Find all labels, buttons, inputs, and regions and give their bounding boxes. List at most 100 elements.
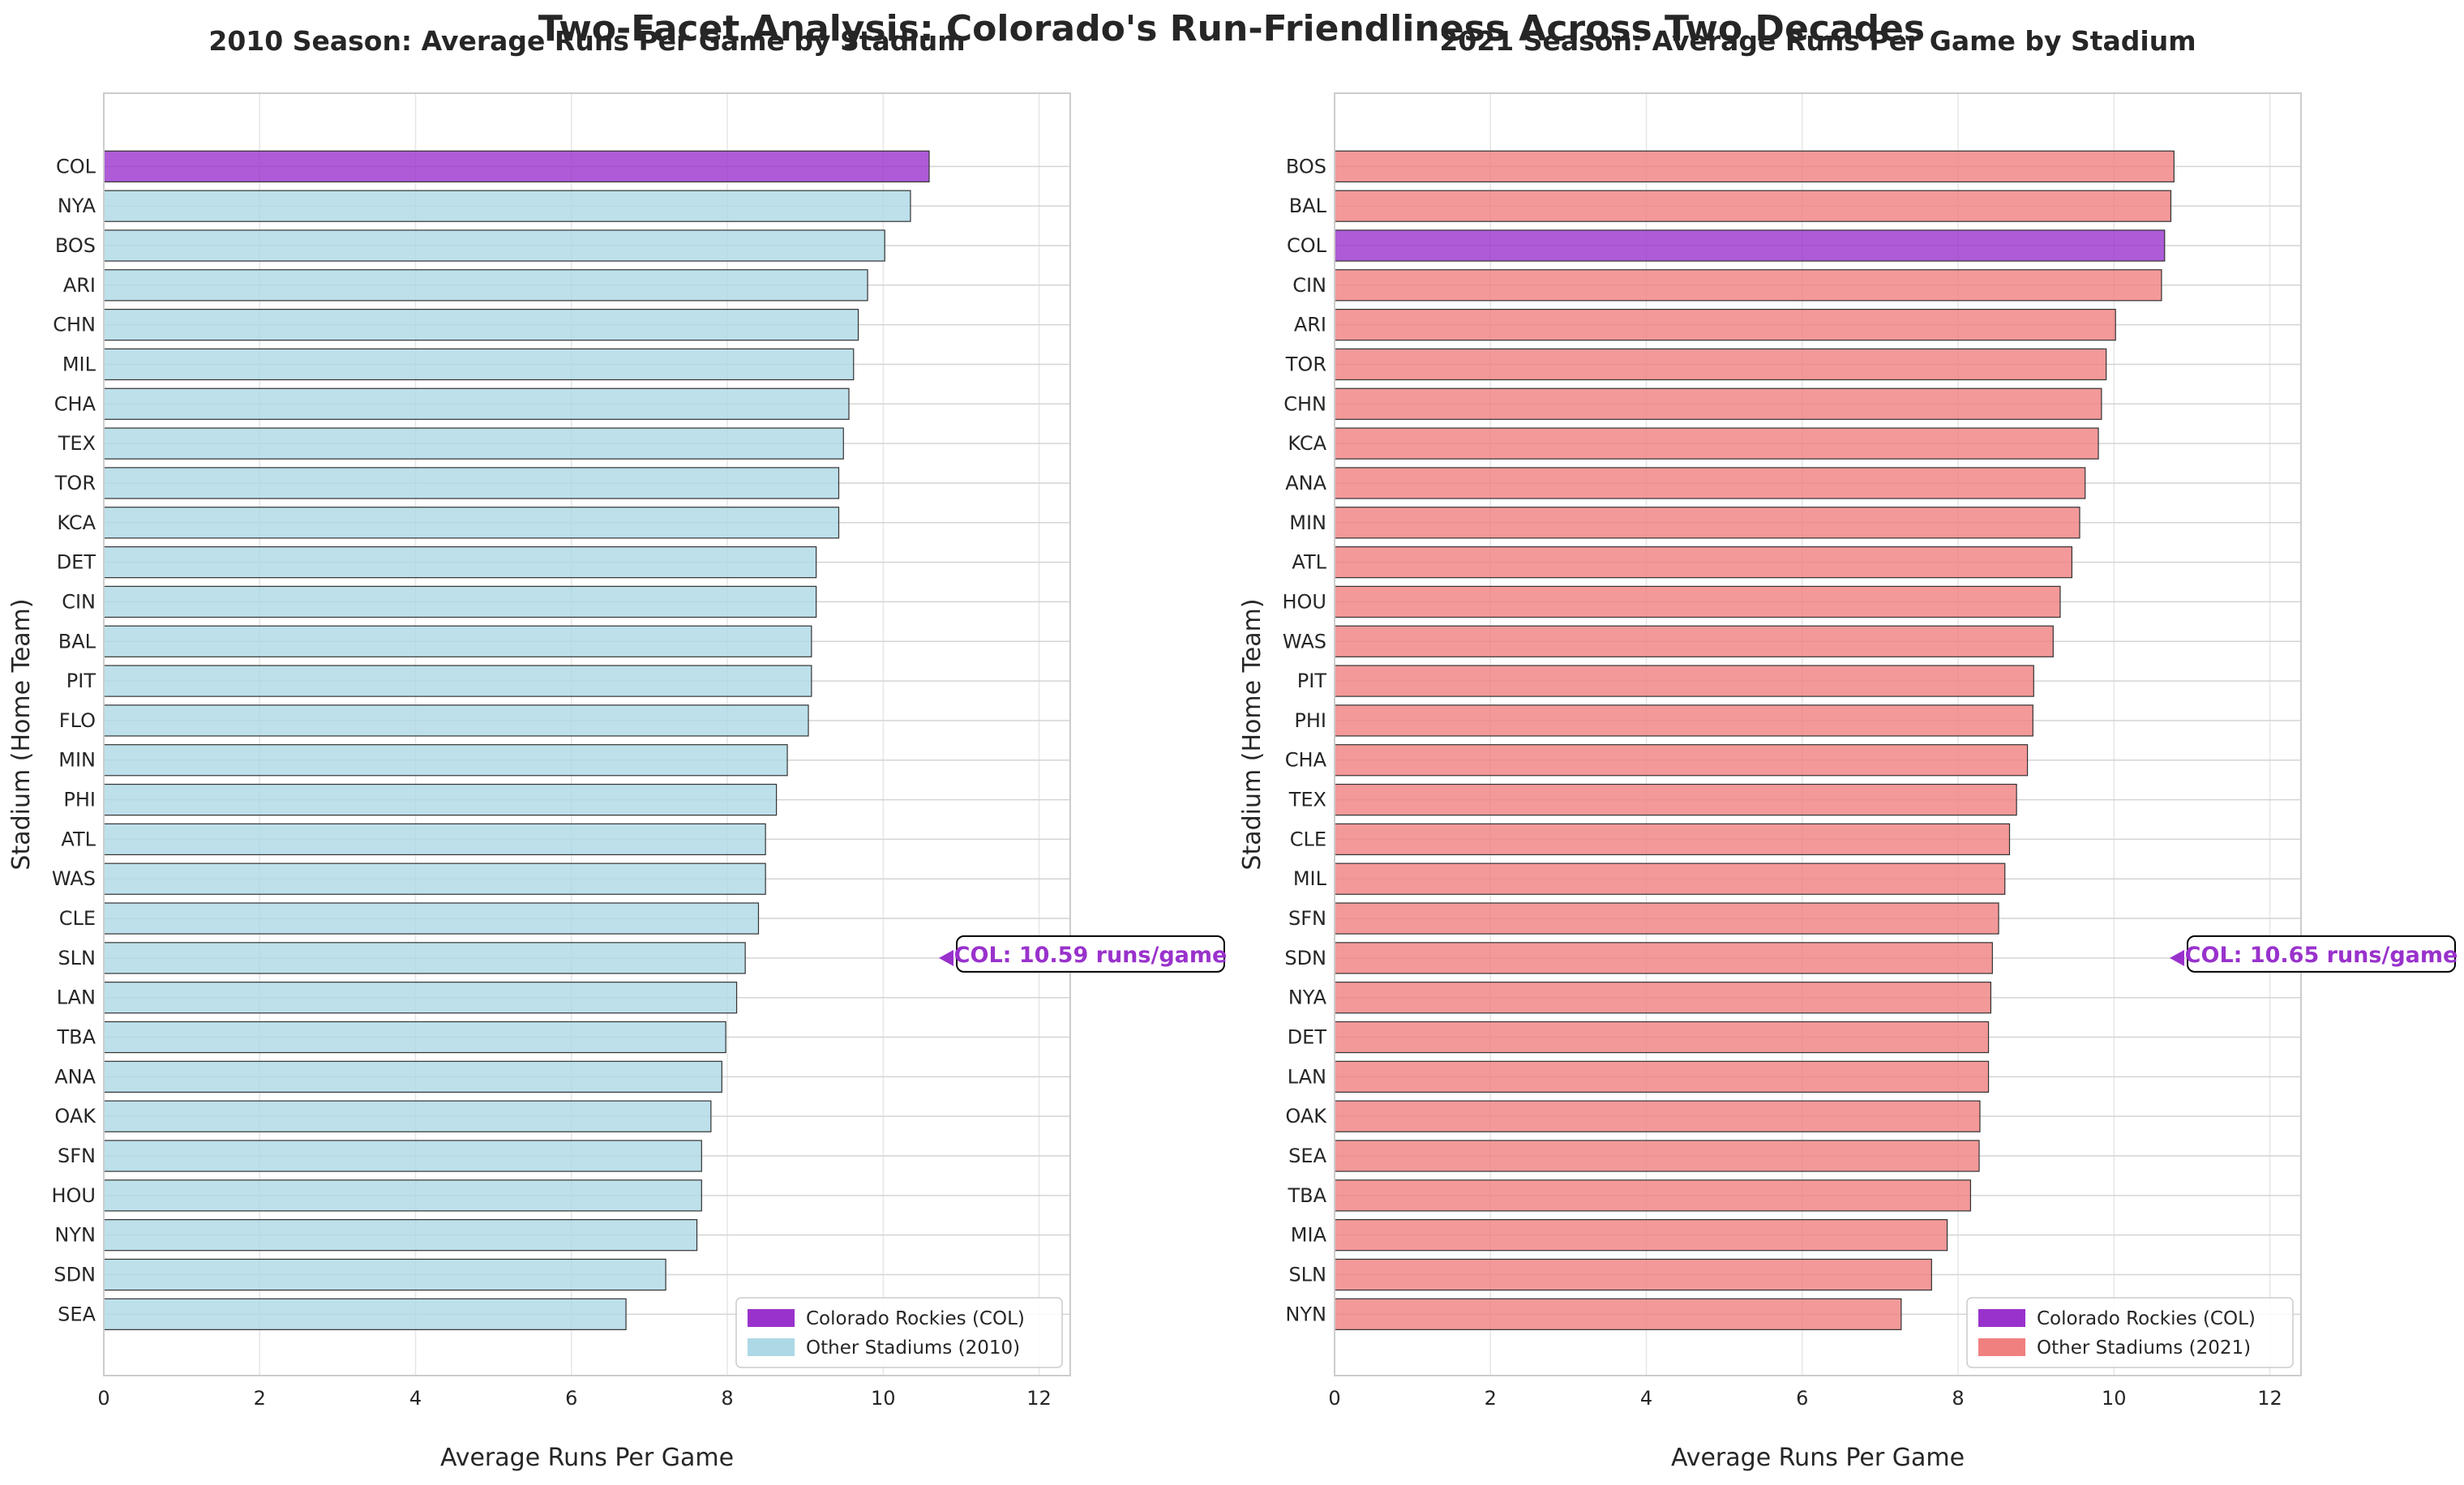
y-axis-label: Stadium (Home Team) [7, 598, 36, 870]
y-tick-label: TOR [54, 472, 96, 494]
bar-hou [1334, 585, 2061, 618]
y-tick-label: ARI [1294, 314, 1326, 336]
y-tick-label: PHI [1294, 709, 1326, 732]
annotation-label: COL: 10.59 runs/game [954, 943, 1228, 968]
bar-sln [103, 942, 746, 974]
y-tick-label: OAK [54, 1105, 96, 1128]
y-tick-label: TBA [56, 1026, 96, 1049]
panel-title: 2021 Season: Average Runs Per Game by St… [1439, 25, 2196, 57]
legend-label: Colorado Rockies (COL) [2037, 1308, 2256, 1329]
y-tick-label: SFN [58, 1145, 96, 1167]
bar-sln [1334, 1258, 1932, 1291]
y-tick-label: CIN [1292, 274, 1326, 297]
y-tick-label: SLN [58, 947, 96, 969]
bar-was [103, 862, 766, 895]
y-tick-label: CHN [1283, 392, 1326, 415]
legend-swatch [748, 1338, 795, 1356]
legend-frame [735, 1297, 1063, 1368]
legend-label: Other Stadiums (2010) [806, 1337, 1020, 1359]
bar-pit [103, 665, 812, 697]
y-tick-label: COL [1287, 234, 1327, 257]
x-tick-label: 4 [1640, 1387, 1652, 1410]
y-tick-label: NYA [1288, 986, 1327, 1009]
bar-ari [103, 269, 868, 302]
x-tick-label: 2 [1485, 1387, 1497, 1410]
annotation-box [956, 935, 1225, 973]
bar-sdn [103, 1258, 666, 1291]
x-tick-label: 8 [721, 1387, 733, 1410]
y-tick-label: PIT [66, 670, 96, 692]
bar-nyn [103, 1219, 698, 1252]
y-tick-label: MIL [62, 353, 96, 375]
y-tick-label: TEX [58, 432, 96, 455]
bar-col [1334, 229, 2166, 262]
bar-cle [1334, 823, 2011, 856]
bar-chn [1334, 387, 2102, 420]
bar-bal [1334, 190, 2172, 222]
bar-det [103, 546, 817, 579]
bar-bos [1334, 150, 2175, 182]
y-axis-label: Stadium (Home Team) [1238, 598, 1266, 870]
y-tick-label: MIN [1289, 511, 1326, 534]
y-tick-label: CIN [62, 590, 96, 613]
bar-bos [103, 229, 885, 262]
y-tick-label: WAS [1283, 630, 1326, 653]
bar-tba [1334, 1179, 1972, 1212]
y-tick-label: ATL [61, 828, 96, 850]
y-tick-label: TEX [1288, 789, 1326, 811]
legend: Colorado Rockies (COL) Other Stadiums (20… [735, 1297, 1063, 1368]
y-tick-label: MIA [1291, 1224, 1327, 1247]
y-tick-label: TBA [1287, 1184, 1326, 1207]
y-tick-label: LAN [1288, 1065, 1326, 1088]
x-tick-label: 10 [2102, 1387, 2127, 1410]
bar-atl [1334, 546, 2072, 579]
x-axis-label: Average Runs Per Game [1671, 1444, 1965, 1472]
bar-tba [103, 1021, 726, 1054]
bar-hou [103, 1179, 702, 1212]
bar-ari [1334, 308, 2116, 341]
figure-title: Two-Facet Analysis: Colorado's Run-Frien… [538, 8, 1925, 49]
bar-phi [103, 783, 778, 816]
bar-was [1334, 625, 2054, 657]
bar-bal [103, 625, 812, 657]
y-tick-label: CHN [53, 314, 96, 336]
y-tick-label: SDN [1284, 947, 1326, 969]
y-tick-label: BAL [1289, 195, 1327, 217]
col-annotation: COL: 10.65 runs/game [2170, 935, 2458, 973]
y-tick-label: NYA [58, 195, 96, 217]
annotation-arrow [939, 949, 953, 966]
y-tick-label: SDN [54, 1263, 96, 1286]
y-tick-label: CHA [54, 392, 96, 415]
y-tick-label: PIT [1297, 670, 1327, 692]
x-tick-label: 0 [97, 1387, 109, 1410]
bar-cha [103, 387, 850, 420]
legend-swatch [748, 1309, 795, 1327]
y-tick-label: WAS [52, 867, 96, 890]
y-tick-label: CHA [1285, 749, 1327, 772]
y-tick-label: TOR [1285, 353, 1326, 375]
y-tick-label: PHI [63, 789, 96, 811]
bar-nya [1334, 982, 1992, 1014]
x-tick-label: 2 [254, 1387, 266, 1410]
y-tick-label: HOU [51, 1184, 96, 1207]
annotation-label: COL: 10.65 runs/game [2185, 943, 2458, 968]
bar-min [103, 744, 788, 777]
y-tick-label: NYN [1285, 1303, 1326, 1325]
bar-ana [103, 1060, 722, 1093]
x-tick-label: 12 [1026, 1387, 1052, 1410]
bar-min [1334, 507, 2080, 539]
y-tick-label: KCA [57, 511, 96, 534]
y-tick-label: CLE [1290, 828, 1326, 850]
legend-label: Other Stadiums (2021) [2037, 1337, 2251, 1359]
bar-sdn [1334, 942, 1993, 974]
y-tick-label: SLN [1288, 1263, 1326, 1286]
panel-2: BOS BAL COL CIN ARI TOR CHN KCA ANA MIN ATL HOU WAS P… [1238, 25, 2458, 1472]
legend-frame [1966, 1297, 2294, 1368]
y-tick-label: BOS [1286, 155, 1326, 178]
plot-frame [1334, 92, 2302, 1376]
y-tick-label: LAN [57, 986, 96, 1009]
col-annotation: COL: 10.59 runs/game [939, 935, 1228, 973]
y-tick-label: FLO [59, 709, 96, 732]
y-tick-label: CLE [59, 907, 96, 930]
x-tick-label: 6 [565, 1387, 577, 1410]
